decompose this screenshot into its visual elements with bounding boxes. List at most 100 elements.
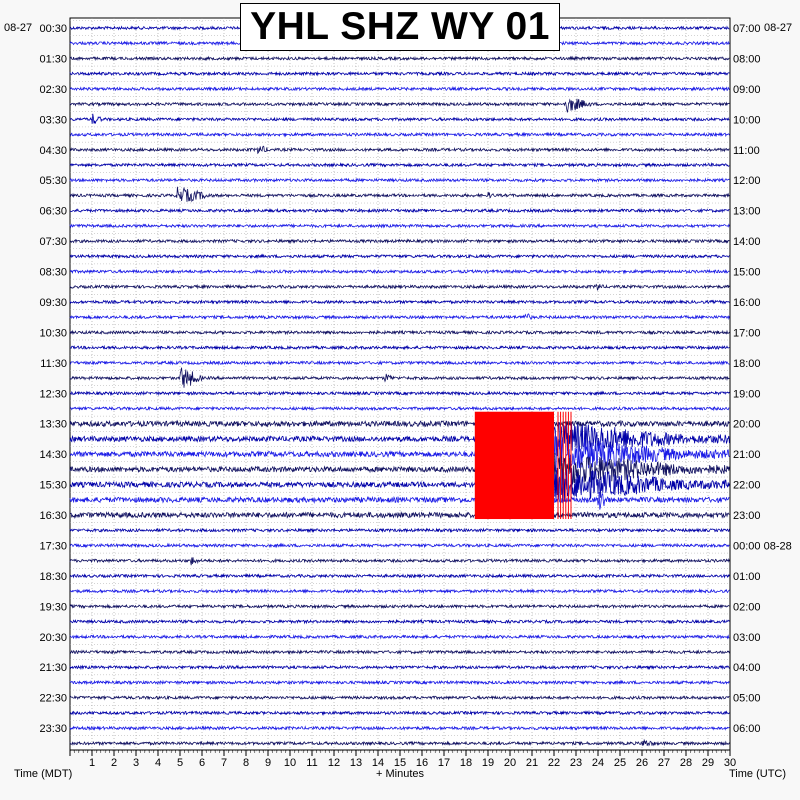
x-tick-label: 2 bbox=[111, 757, 117, 769]
seismic-trace bbox=[69, 145, 730, 155]
seismic-trace bbox=[69, 253, 730, 260]
left-time-label: 07:30 bbox=[39, 236, 67, 248]
seismic-trace bbox=[69, 436, 730, 473]
seismic-trace bbox=[69, 618, 730, 625]
x-tick-label: 24 bbox=[592, 757, 604, 769]
x-tick-label: 16 bbox=[416, 757, 428, 769]
seismic-trace bbox=[69, 694, 730, 701]
seismic-trace bbox=[69, 557, 730, 566]
right-time-label: 16:00 bbox=[733, 297, 761, 309]
left-time-label: 06:30 bbox=[39, 206, 67, 218]
left-time-label: 17:30 bbox=[39, 540, 67, 552]
x-tick-label: 11 bbox=[306, 757, 317, 769]
x-tick-label: 3 bbox=[133, 757, 139, 769]
left-time-label: 01:30 bbox=[39, 53, 67, 65]
x-tick-label: 15 bbox=[394, 757, 406, 769]
x-tick-label: 30 bbox=[724, 757, 736, 769]
right-time-label: 02:00 bbox=[733, 601, 761, 613]
seismic-trace bbox=[69, 70, 730, 77]
right-time-label: 03:00 bbox=[733, 632, 761, 644]
seismic-trace bbox=[69, 367, 730, 388]
seismic-trace bbox=[69, 238, 730, 244]
left-time-label: 12:30 bbox=[39, 388, 67, 400]
seismic-trace bbox=[69, 299, 730, 305]
left-time-label: 04:30 bbox=[39, 145, 67, 157]
x-tick-label: 18 bbox=[460, 757, 472, 769]
x-tick-label: 4 bbox=[155, 757, 161, 769]
seismic-trace bbox=[69, 113, 730, 124]
seismic-trace bbox=[69, 223, 730, 229]
x-tick-label: 21 bbox=[526, 757, 538, 769]
right-time-label: 01:00 bbox=[733, 571, 761, 583]
x-tick-label: 1 bbox=[89, 757, 95, 769]
seismic-trace bbox=[69, 511, 730, 520]
right-time-label: 21:00 bbox=[733, 449, 761, 461]
left-time-label: 11:30 bbox=[40, 358, 67, 370]
seismic-trace bbox=[69, 313, 730, 321]
right-time-label: 04:00 bbox=[733, 662, 761, 674]
left-time-label: 05:30 bbox=[39, 175, 67, 187]
seismic-trace bbox=[69, 588, 730, 595]
seismic-trace bbox=[69, 633, 730, 640]
x-tick-label: 25 bbox=[614, 757, 626, 769]
left-time-label: 18:30 bbox=[39, 571, 67, 583]
clipped-signal-block bbox=[474, 411, 554, 520]
left-time-label: 14:30 bbox=[39, 449, 67, 461]
seismic-trace bbox=[69, 527, 730, 534]
right-time-label: 10:00 bbox=[733, 114, 761, 126]
seismic-trace bbox=[69, 452, 730, 488]
station-title: YHL SHZ WY 01 bbox=[250, 5, 550, 48]
seismic-trace bbox=[69, 421, 730, 457]
right-time-label: 13:00 bbox=[733, 206, 761, 218]
x-tick-label: 14 bbox=[372, 757, 384, 769]
right-time-label: 18:00 bbox=[733, 358, 761, 370]
left-time-label: 21:30 bbox=[39, 662, 67, 674]
seismic-trace bbox=[69, 207, 730, 214]
right-time-label: 11:00 bbox=[733, 145, 760, 157]
right-time-label: 09:00 bbox=[733, 84, 761, 96]
right-time-label: 14:00 bbox=[733, 236, 761, 248]
right-time-label: 15:00 bbox=[733, 267, 761, 279]
right-axis-label: Time (UTC) bbox=[729, 768, 787, 780]
right-time-label: 22:00 bbox=[733, 480, 761, 492]
x-tick-label: 8 bbox=[243, 757, 249, 769]
seismic-trace bbox=[69, 725, 730, 731]
left-time-label: 19:30 bbox=[39, 601, 67, 613]
seismic-trace bbox=[69, 344, 730, 351]
left-time-label: 00:30 bbox=[39, 23, 67, 35]
seismic-trace bbox=[69, 359, 730, 366]
station-title-box: YHL SHZ WY 01 bbox=[240, 3, 560, 51]
seismic-trace bbox=[69, 329, 730, 336]
seismic-trace bbox=[69, 390, 730, 397]
x-tick-label: 9 bbox=[265, 757, 271, 769]
left-time-label: 03:30 bbox=[39, 114, 67, 126]
seismic-trace bbox=[69, 162, 730, 168]
right-time-label: 00:00 08-28 bbox=[733, 540, 792, 552]
seismic-trace bbox=[69, 679, 730, 686]
x-tick-label: 26 bbox=[636, 757, 648, 769]
right-time-label: 07:00 bbox=[733, 23, 761, 35]
left-time-label: 23:30 bbox=[39, 723, 67, 735]
right-time-label: 08:00 bbox=[733, 53, 761, 65]
seismic-trace bbox=[69, 603, 730, 610]
seismic-trace bbox=[69, 491, 730, 510]
seismic-trace bbox=[69, 738, 730, 747]
right-time-label: 05:00 bbox=[733, 693, 761, 705]
x-tick-label: 28 bbox=[680, 757, 692, 769]
right-time-label: 19:00 bbox=[733, 388, 761, 400]
seismic-trace bbox=[69, 542, 730, 549]
seismic-trace bbox=[69, 709, 730, 716]
left-time-label: 08:30 bbox=[39, 267, 67, 279]
seismic-trace bbox=[69, 86, 730, 92]
x-tick-label: 29 bbox=[702, 757, 714, 769]
x-tick-label: 19 bbox=[482, 757, 494, 769]
seismic-trace bbox=[69, 419, 730, 428]
seismic-trace bbox=[69, 468, 730, 503]
x-tick-label: 22 bbox=[548, 757, 560, 769]
seismic-trace bbox=[69, 283, 730, 291]
right-time-label: 06:00 bbox=[733, 723, 761, 735]
left-time-label: 20:30 bbox=[39, 632, 67, 644]
right-time-label: 17:00 bbox=[733, 327, 761, 339]
left-time-label: 22:30 bbox=[39, 693, 67, 705]
